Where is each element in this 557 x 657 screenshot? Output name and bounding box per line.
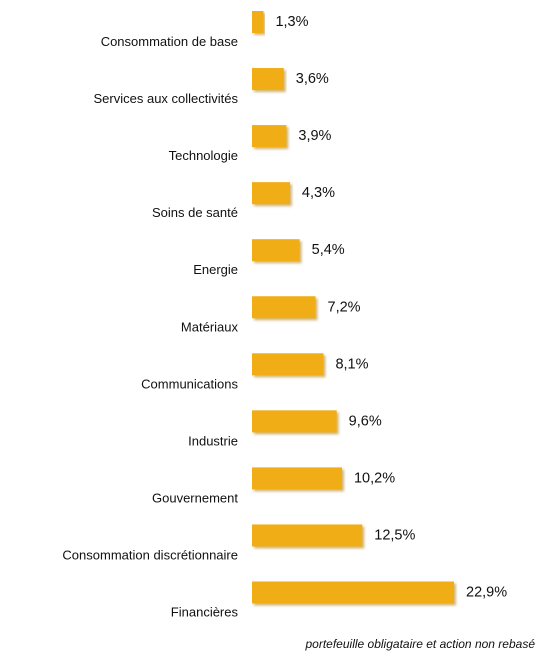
category-label-9: Gouvernement	[152, 490, 238, 505]
value-label-6: 7,2%	[328, 299, 361, 315]
category-label-11: Financières	[171, 605, 239, 620]
category-label-7: Communications	[141, 376, 238, 391]
bar-5	[252, 239, 300, 262]
bar-4	[252, 182, 290, 205]
value-label-3: 3,9%	[298, 128, 331, 144]
bar-1	[252, 11, 264, 33]
category-label-6: Matériaux	[181, 319, 239, 334]
category-label-8: Industrie	[188, 433, 238, 448]
category-label-10: Consommation discrétionnaire	[62, 547, 238, 562]
value-label-9: 10,2%	[354, 470, 395, 486]
labels-layer: 1,3% Consommation de base 3,6% Services aux…	[62, 14, 507, 620]
bar-6	[252, 296, 316, 319]
bars-layer	[252, 11, 454, 604]
value-label-8: 9,6%	[349, 413, 382, 429]
category-label-5: Energie	[193, 262, 238, 277]
value-label-1: 1,3%	[275, 14, 308, 30]
bar-8	[252, 410, 337, 433]
category-label-3: Technologie	[169, 148, 238, 163]
value-label-2: 3,6%	[296, 71, 329, 87]
bar-7	[252, 353, 324, 376]
value-label-4: 4,3%	[302, 185, 335, 201]
value-label-7: 8,1%	[335, 356, 368, 372]
category-label-4: Soins de santé	[152, 205, 238, 220]
value-label-11: 22,9%	[466, 585, 507, 601]
chart-footnote: portefeuille obligataire et action non r…	[305, 637, 536, 651]
bar-3	[252, 125, 287, 148]
category-label-2: Services aux collectivités	[94, 91, 239, 106]
value-label-10: 12,5%	[374, 527, 415, 543]
bar-9	[252, 467, 342, 490]
bar-10	[252, 524, 363, 547]
value-label-5: 5,4%	[312, 242, 345, 258]
category-label-1: Consommation de base	[101, 34, 238, 49]
bar-2	[252, 68, 284, 91]
bar-11	[252, 581, 454, 604]
